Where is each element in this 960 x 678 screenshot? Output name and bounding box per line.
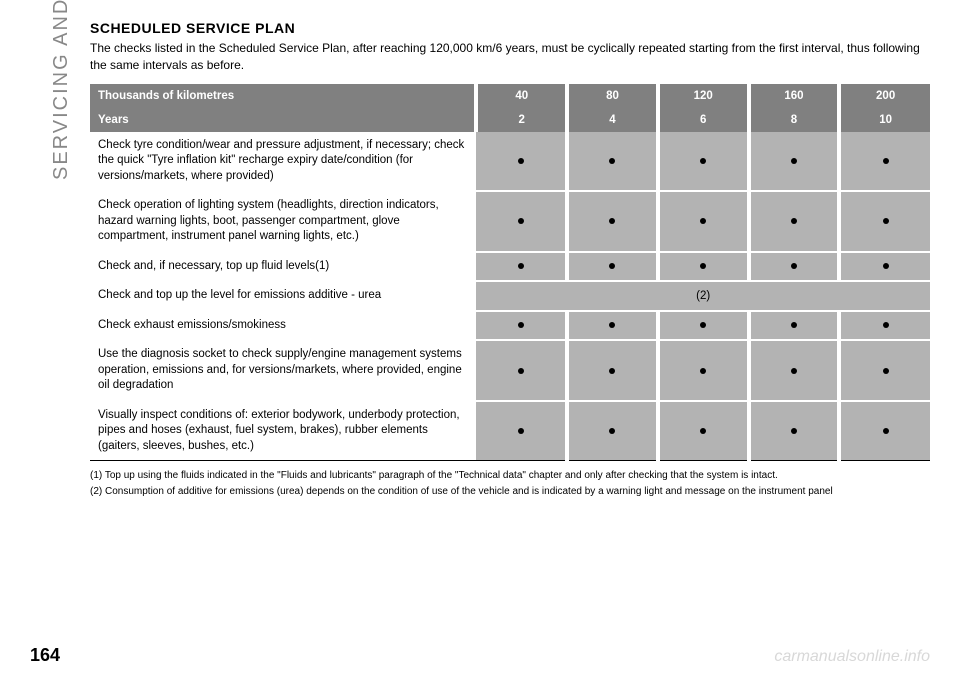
page-content: SCHEDULED SERVICE PLAN The checks listed…	[90, 0, 930, 499]
header-km-label: Thousands of kilometres	[90, 84, 476, 108]
row-desc: Check and, if necessary, top up fluid le…	[90, 252, 476, 282]
table-row: Check exhaust emissions/smokiness	[90, 311, 930, 341]
dot-cell	[749, 252, 840, 282]
dot-icon	[700, 322, 706, 328]
header-years-label: Years	[90, 108, 476, 132]
dot-icon	[791, 428, 797, 434]
dot-icon	[609, 263, 615, 269]
row-desc: Check tyre condition/wear and pressure a…	[90, 132, 476, 192]
dot-cell	[567, 340, 658, 401]
dot-cell	[658, 252, 749, 282]
dot-cell	[476, 401, 567, 461]
dot-cell	[476, 132, 567, 192]
dot-cell	[476, 311, 567, 341]
table-row: Check operation of lighting system (head…	[90, 191, 930, 252]
footnote-2: (2) Consumption of additive for emission…	[90, 485, 930, 499]
dot-cell	[749, 311, 840, 341]
dot-icon	[791, 368, 797, 374]
row-desc: Use the diagnosis socket to check supply…	[90, 340, 476, 401]
dot-icon	[700, 368, 706, 374]
footnotes: (1) Top up using the fluids indicated in…	[90, 469, 930, 499]
header-yr-3: 8	[749, 108, 840, 132]
urea-note-cell: (2)	[476, 281, 930, 311]
dot-icon	[609, 428, 615, 434]
dot-cell	[567, 311, 658, 341]
header-km-0: 40	[476, 84, 567, 108]
dot-cell	[476, 340, 567, 401]
header-row-years: Years 2 4 6 8 10	[90, 108, 930, 132]
footnote-1: (1) Top up using the fluids indicated in…	[90, 469, 930, 483]
header-yr-1: 4	[567, 108, 658, 132]
dot-cell	[567, 132, 658, 192]
dot-cell	[839, 401, 930, 461]
dot-icon	[609, 322, 615, 328]
dot-icon	[700, 218, 706, 224]
header-yr-4: 10	[839, 108, 930, 132]
dot-icon	[609, 368, 615, 374]
dot-cell	[658, 311, 749, 341]
dot-icon	[791, 322, 797, 328]
dot-icon	[883, 368, 889, 374]
dot-cell	[567, 252, 658, 282]
dot-icon	[791, 218, 797, 224]
dot-cell	[476, 191, 567, 252]
dot-cell	[567, 191, 658, 252]
page-title: SCHEDULED SERVICE PLAN	[90, 20, 930, 36]
dot-icon	[609, 158, 615, 164]
service-table: Thousands of kilometres 40 80 120 160 20…	[90, 84, 930, 462]
row-desc: Check and top up the level for emissions…	[90, 281, 476, 311]
dot-cell	[658, 191, 749, 252]
intro-text: The checks listed in the Scheduled Servi…	[90, 40, 930, 74]
dot-cell	[839, 340, 930, 401]
table-row: Check and, if necessary, top up fluid le…	[90, 252, 930, 282]
header-km-1: 80	[567, 84, 658, 108]
header-yr-2: 6	[658, 108, 749, 132]
row-desc: Visually inspect conditions of: exterior…	[90, 401, 476, 461]
table-row: Use the diagnosis socket to check supply…	[90, 340, 930, 401]
dot-icon	[791, 263, 797, 269]
dot-icon	[518, 428, 524, 434]
dot-cell	[567, 401, 658, 461]
table-row: Visually inspect conditions of: exterior…	[90, 401, 930, 461]
dot-icon	[700, 158, 706, 164]
table-row-urea: Check and top up the level for emissions…	[90, 281, 930, 311]
dot-cell	[749, 340, 840, 401]
dot-icon	[700, 428, 706, 434]
dot-cell	[476, 252, 567, 282]
dot-cell	[839, 311, 930, 341]
dot-cell	[658, 340, 749, 401]
dot-cell	[839, 252, 930, 282]
dot-icon	[883, 158, 889, 164]
row-desc: Check exhaust emissions/smokiness	[90, 311, 476, 341]
page-number: 164	[30, 645, 60, 666]
dot-icon	[609, 218, 615, 224]
dot-cell	[749, 191, 840, 252]
dot-icon	[883, 263, 889, 269]
watermark: carmanualsonline.info	[774, 648, 930, 666]
section-label: SERVICING AND CARE	[50, 0, 73, 180]
dot-icon	[700, 263, 706, 269]
dot-cell	[658, 132, 749, 192]
header-row-km: Thousands of kilometres 40 80 120 160 20…	[90, 84, 930, 108]
dot-icon	[518, 322, 524, 328]
header-yr-0: 2	[476, 108, 567, 132]
header-km-3: 160	[749, 84, 840, 108]
dot-icon	[518, 263, 524, 269]
table-row: Check tyre condition/wear and pressure a…	[90, 132, 930, 192]
dot-icon	[883, 428, 889, 434]
dot-cell	[749, 401, 840, 461]
row-desc: Check operation of lighting system (head…	[90, 191, 476, 252]
dot-icon	[791, 158, 797, 164]
header-km-4: 200	[839, 84, 930, 108]
header-km-2: 120	[658, 84, 749, 108]
dot-icon	[518, 368, 524, 374]
dot-cell	[839, 132, 930, 192]
dot-icon	[518, 218, 524, 224]
dot-cell	[658, 401, 749, 461]
dot-icon	[518, 158, 524, 164]
dot-icon	[883, 322, 889, 328]
dot-icon	[883, 218, 889, 224]
dot-cell	[749, 132, 840, 192]
dot-cell	[839, 191, 930, 252]
